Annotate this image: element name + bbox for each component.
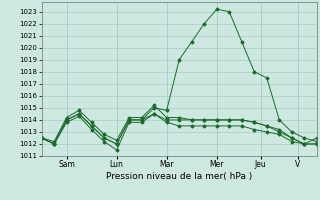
X-axis label: Pression niveau de la mer( hPa ): Pression niveau de la mer( hPa ) xyxy=(106,172,252,181)
